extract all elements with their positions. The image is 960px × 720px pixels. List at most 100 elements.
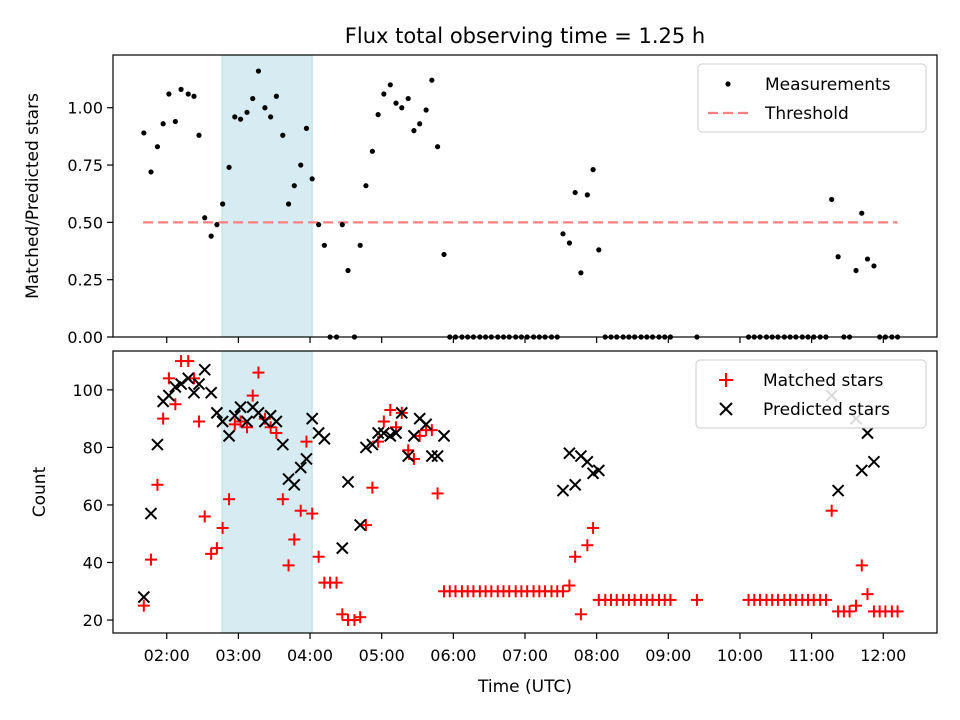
matched-star-point <box>234 415 247 428</box>
predicted-star-point <box>204 386 218 399</box>
measurement-point <box>141 130 147 136</box>
matched-star-point <box>690 593 703 606</box>
predicted-star-point <box>240 415 254 428</box>
predicted-star-point <box>359 441 373 454</box>
predicted-star-point <box>336 541 349 555</box>
matched-star-point <box>574 608 587 621</box>
measurement-point <box>369 148 375 154</box>
measurement-point <box>381 91 387 97</box>
measurement-point <box>196 132 202 138</box>
predicted-star-point <box>162 389 176 402</box>
measurement-point <box>411 128 417 134</box>
x-tick-label: 08:00 <box>574 646 620 665</box>
predicted-star-point <box>395 406 408 420</box>
x-tick-label: 06:00 <box>430 646 476 665</box>
measurement-point <box>871 263 877 269</box>
predicted-star-point <box>437 429 451 443</box>
measurement-point <box>578 270 584 276</box>
predicted-stars-points <box>137 363 881 604</box>
matched-star-point <box>228 418 241 431</box>
measurement-point <box>148 169 154 175</box>
matched-star-point <box>425 424 438 437</box>
predicted-star-point <box>831 484 845 497</box>
matched-star-point <box>151 478 164 491</box>
top-y-tick-label: 0.00 <box>67 328 103 347</box>
measurement-point <box>191 93 197 99</box>
measurement-point <box>434 144 441 150</box>
matched-star-point <box>581 539 594 552</box>
matched-star-point <box>294 504 307 517</box>
measurement-point <box>423 107 429 113</box>
predicted-star-point <box>419 418 433 431</box>
predicted-star-point <box>187 386 201 399</box>
x-tick-label: 09:00 <box>645 646 691 665</box>
matched-star-point <box>843 605 856 618</box>
bottom-legend: Matched stars Predicted stars <box>695 359 927 429</box>
measurement-point <box>280 132 286 138</box>
matched-star-point <box>359 519 372 532</box>
predicted-star-point <box>210 406 224 420</box>
predicted-star-point <box>228 409 242 422</box>
matched-star-point <box>563 579 576 592</box>
matched-star-point <box>192 415 205 428</box>
legend-threshold-label: Threshold <box>764 104 849 124</box>
matched-stars-points <box>137 355 904 627</box>
matched-star-point <box>270 427 283 440</box>
top-y-tick-label: 0.25 <box>67 271 103 290</box>
measurement-point <box>291 183 297 189</box>
measurement-point <box>303 125 310 131</box>
predicted-star-point <box>855 464 868 477</box>
matched-star-point <box>384 403 397 416</box>
x-tick-label: 03:00 <box>215 646 261 665</box>
bottom-y-tick-label: 40 <box>83 554 103 573</box>
top-panel: Flux total observing time = 1.25 h 0.000… <box>23 24 938 347</box>
bottom-panel: 20 40 60 80 100 02:00 03:00 04:00 05:00 06:00 07:0… <box>30 350 938 697</box>
measurement-point <box>268 114 274 120</box>
bottom-legend-box <box>695 359 927 429</box>
measurement-point <box>357 242 363 248</box>
x-tick-label: 07:00 <box>502 646 548 665</box>
measurement-point <box>853 267 859 274</box>
measurement-point <box>160 121 166 127</box>
measurement-point <box>393 100 399 106</box>
x-axis-label: Time (UTC) <box>477 677 572 697</box>
measurement-point <box>185 91 191 97</box>
predicted-star-point <box>556 484 570 497</box>
predicted-star-point <box>276 438 290 451</box>
top-legend: Measurements Threshold <box>697 63 927 133</box>
predicted-star-point <box>216 415 229 428</box>
measurement-point <box>321 242 327 248</box>
x-tick-label: 04:00 <box>287 646 333 665</box>
legend-measurements-label: Measurements <box>765 75 891 95</box>
measurement-point <box>339 222 345 228</box>
measurement-point <box>250 95 256 102</box>
measurement-point <box>363 183 369 189</box>
measurement-point <box>285 201 292 207</box>
predicted-star-point <box>341 475 355 489</box>
matched-star-point <box>850 599 863 612</box>
matched-star-point <box>855 559 868 572</box>
matched-star-point <box>264 421 277 434</box>
measurement-point <box>864 256 871 262</box>
measurement-point <box>262 105 268 111</box>
predicted-star-point <box>300 452 313 466</box>
matched-star-point <box>157 412 170 425</box>
predicted-star-point <box>252 406 265 420</box>
bottom-y-tick-label: 80 <box>83 438 103 457</box>
predicted-star-point <box>234 400 247 414</box>
matched-star-point <box>198 510 211 523</box>
predicted-star-point <box>137 590 151 604</box>
measurement-point <box>208 233 214 239</box>
matched-star-point <box>336 608 349 621</box>
top-y-tick-label: 1.00 <box>67 99 103 118</box>
measurement-point <box>298 162 304 168</box>
measurement-point <box>387 82 393 88</box>
matched-star-point <box>402 444 415 457</box>
predicted-star-point <box>407 429 421 443</box>
matched-star-point <box>861 588 874 601</box>
top-legend-box <box>697 63 927 133</box>
measurement-point <box>214 222 220 228</box>
matched-star-point <box>413 429 426 442</box>
matched-star-point <box>556 585 569 598</box>
